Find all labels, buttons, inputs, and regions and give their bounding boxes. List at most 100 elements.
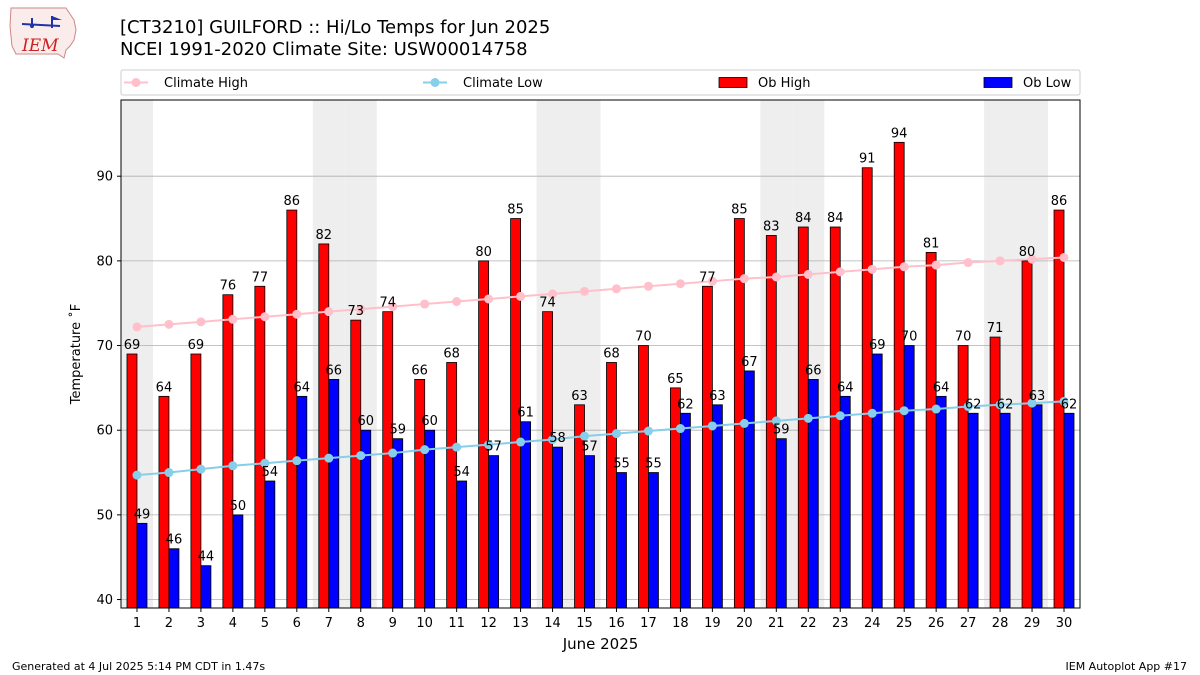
ob-high-label: 80 — [475, 245, 492, 260]
climate-low-point — [452, 442, 462, 452]
x-tick-label: 3 — [197, 616, 205, 631]
ob-low-label: 64 — [294, 380, 311, 395]
ob-low-bar — [456, 480, 468, 609]
ob-high-label: 80 — [1019, 245, 1036, 260]
ob-low-bar — [296, 395, 308, 609]
ob-low-bar — [264, 480, 276, 609]
x-tick-label: 8 — [357, 616, 365, 631]
ob-low-label: 55 — [613, 457, 630, 472]
ob-high-label: 76 — [220, 279, 237, 294]
climate-high-point — [132, 322, 142, 332]
climate-low-point — [580, 431, 590, 441]
climate-low-point — [292, 456, 302, 466]
legend-ob-high-label: Ob High — [758, 76, 811, 91]
x-tick-label: 23 — [832, 616, 849, 631]
ob-low-bar — [839, 395, 851, 609]
ob-high-label: 68 — [603, 346, 620, 361]
ob-high-bar — [701, 285, 713, 609]
ob-low-bar — [136, 522, 148, 609]
ob-high-bar — [893, 141, 905, 609]
climate-low-point — [1027, 398, 1037, 408]
x-tick-label: 21 — [768, 616, 785, 631]
climate-high-point — [1027, 254, 1037, 264]
ob-low-label: 70 — [901, 330, 918, 345]
x-tick-label: 5 — [261, 616, 269, 631]
ob-low-bar — [616, 472, 627, 609]
ob-low-label: 59 — [773, 423, 790, 438]
legend-climate-low-label: Climate Low — [463, 76, 543, 91]
x-tick-label: 9 — [389, 616, 397, 631]
ob-high-label: 94 — [891, 126, 908, 141]
x-tick-label: 16 — [608, 616, 625, 631]
climate-low-line — [136, 400, 1065, 477]
ob-high-label: 86 — [284, 194, 301, 209]
x-tick-label: 20 — [736, 616, 753, 631]
ob-high-label: 85 — [507, 203, 524, 218]
ob-high-bar — [925, 251, 937, 609]
ob-low-bar — [711, 404, 723, 609]
climate-high-point — [931, 260, 941, 270]
ob-low-label: 58 — [549, 431, 566, 446]
chart-title: [CT3210] GUILFORD :: Hi/Lo Temps for Jun… — [120, 17, 551, 38]
ob-high-bar — [382, 311, 394, 609]
x-tick-label: 4 — [229, 616, 237, 631]
ob-high-label: 71 — [987, 321, 1004, 336]
y-tick-label: 80 — [96, 254, 113, 269]
y-axis-label: Temperature ˚F — [68, 304, 84, 405]
climate-high-point — [228, 314, 238, 324]
x-tick-label: 24 — [864, 616, 881, 631]
ob-high-bar — [158, 395, 170, 609]
legend-climate-high-marker — [131, 78, 141, 87]
ob-low-bar — [168, 548, 180, 609]
climate-low-point — [228, 461, 238, 471]
climate-high-point — [324, 307, 334, 317]
ob-low-bar — [807, 378, 819, 609]
ob-low-label: 62 — [1061, 397, 1078, 412]
ob-high-label: 77 — [699, 270, 716, 285]
climate-high-point — [580, 286, 590, 296]
ob-high-label: 68 — [443, 346, 460, 361]
y-tick-label: 70 — [96, 339, 113, 354]
climate-high-point — [196, 317, 206, 327]
x-tick-label: 10 — [416, 616, 433, 631]
climate-low-point — [196, 464, 206, 474]
climate-low-point — [516, 437, 526, 447]
climate-low-point — [931, 404, 941, 414]
x-tick-label: 11 — [448, 616, 465, 631]
ob-low-label: 54 — [262, 465, 279, 480]
ob-high-label: 69 — [124, 338, 141, 353]
ob-low-label: 54 — [453, 465, 470, 480]
climate-high-point — [643, 281, 653, 291]
ob-high-bar — [126, 353, 138, 609]
legend-ob-high-swatch — [718, 77, 748, 88]
climate-high-point — [356, 304, 366, 314]
ob-low-bar — [584, 455, 595, 609]
ob-high-bar — [989, 336, 1001, 609]
ob-low-label: 66 — [805, 363, 822, 378]
ob-low-bar — [903, 345, 915, 609]
ob-low-label: 46 — [166, 533, 183, 548]
iem-logo: IEM — [9, 7, 77, 59]
chart-subtitle: NCEI 1991-2020 Climate Site: USW00014758 — [120, 39, 528, 60]
x-tick-label: 2 — [165, 616, 173, 631]
climate-low-point — [164, 468, 174, 478]
ob-low-label: 59 — [389, 423, 406, 438]
x-tick-label: 28 — [992, 616, 1009, 631]
climate-low-point — [388, 448, 398, 458]
climate-low-point — [132, 470, 142, 480]
legend-climate-high-label: Climate High — [164, 76, 248, 91]
ob-low-label: 44 — [198, 550, 215, 565]
ob-high-bar — [254, 285, 266, 609]
ob-low-label: 55 — [645, 457, 662, 472]
climate-low-point — [707, 421, 717, 431]
ob-high-label: 74 — [379, 296, 396, 311]
ob-high-bar — [190, 353, 202, 609]
x-axis-label: June 2025 — [562, 635, 639, 653]
ob-high-label: 69 — [188, 338, 205, 353]
climate-high-point — [867, 264, 877, 274]
climate-high-point — [803, 269, 813, 279]
climate-low-point — [995, 400, 1005, 410]
ob-low-bar — [967, 412, 979, 609]
ob-low-label: 66 — [326, 363, 343, 378]
generated-timestamp: Generated at 4 Jul 2025 5:14 PM CDT in 1… — [12, 660, 266, 673]
